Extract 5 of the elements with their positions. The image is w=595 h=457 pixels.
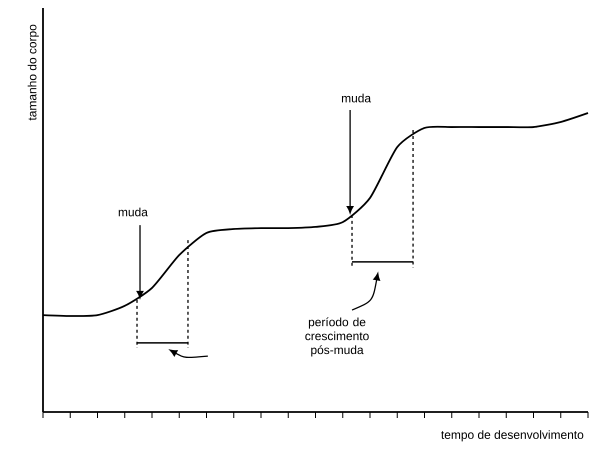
annotation: muda — [118, 208, 148, 216]
y-axis-title: tamanho do corpo — [28, 24, 39, 120]
x-axis-title: tempo de desenvolvimento — [441, 430, 584, 442]
text: muda — [342, 94, 372, 102]
annotation: período de crescimento pós-muda — [305, 317, 369, 357]
